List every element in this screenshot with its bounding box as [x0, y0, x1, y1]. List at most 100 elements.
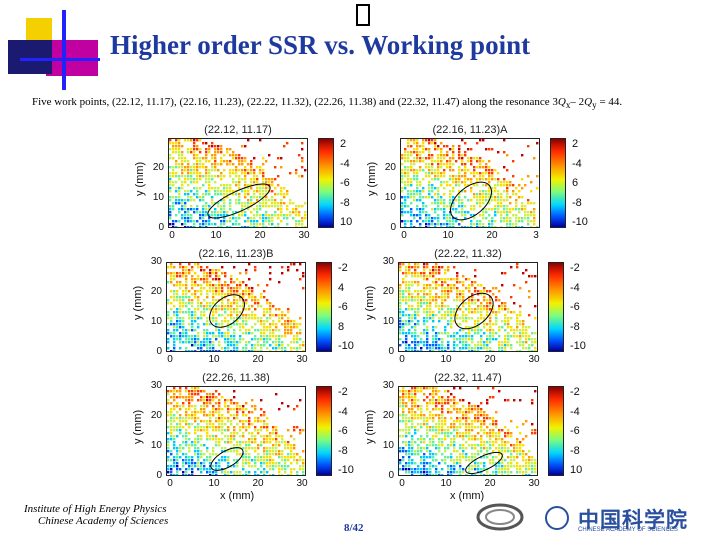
heatmap-cell	[452, 175, 455, 178]
heatmap-cell	[474, 344, 477, 347]
heatmap-cell	[410, 178, 413, 181]
heatmap-cell	[281, 341, 284, 344]
heatmap-cell	[443, 175, 446, 178]
heatmap-cell	[229, 220, 232, 223]
heatmap-cell	[402, 296, 405, 299]
heatmap-cell	[516, 317, 519, 320]
heatmap-cell	[522, 272, 525, 275]
heatmap-cell	[428, 181, 431, 184]
heatmap-cell	[172, 208, 175, 211]
heatmap-cell	[170, 474, 173, 475]
heatmap-cell	[215, 269, 218, 272]
heatmap-cell	[411, 447, 414, 450]
heatmap-cell	[414, 450, 417, 453]
heatmap-cell	[191, 456, 194, 459]
heatmap-cell	[441, 278, 444, 281]
heatmap-cell	[425, 226, 428, 227]
heatmap-cell	[468, 411, 471, 414]
heatmap-cell	[259, 172, 262, 175]
heatmap-cell	[175, 196, 178, 199]
heatmap-cell	[458, 211, 461, 214]
x-tick-label: 3	[533, 230, 539, 241]
heatmap-cell	[257, 350, 260, 351]
heatmap-cell	[509, 211, 512, 214]
heatmap-cell	[275, 462, 278, 465]
heatmap-cell	[275, 308, 278, 311]
heatmap-cell	[480, 338, 483, 341]
heatmap-cell	[515, 208, 518, 211]
heatmap-cell	[221, 293, 224, 296]
heatmap-cell	[447, 402, 450, 405]
heatmap-cell	[290, 329, 293, 332]
heatmap-cell	[465, 332, 468, 335]
heatmap-cell	[423, 438, 426, 441]
heatmap-cell	[399, 263, 402, 266]
heatmap-cell	[221, 290, 224, 293]
heatmap-cell	[176, 323, 179, 326]
heatmap-cell	[453, 287, 456, 290]
heatmap-cell	[274, 205, 277, 208]
heatmap-cell	[272, 468, 275, 471]
heatmap-cell	[200, 420, 203, 423]
heatmap-cell	[182, 420, 185, 423]
heatmap-cell	[212, 408, 215, 411]
heatmap-cell	[227, 405, 230, 408]
heatmap-cell	[203, 426, 206, 429]
heatmap-cell	[474, 456, 477, 459]
heatmap-cell	[506, 184, 509, 187]
heatmap-cell	[495, 317, 498, 320]
heatmap-cell	[239, 350, 242, 351]
heatmap-cell	[453, 402, 456, 405]
heatmap-cell	[419, 223, 422, 226]
heatmap-cell	[254, 426, 257, 429]
heatmap-cell	[197, 305, 200, 308]
heatmap-cell	[211, 211, 214, 214]
heatmap-cell	[272, 450, 275, 453]
heatmap-cell	[474, 405, 477, 408]
heatmap-cell	[489, 438, 492, 441]
heatmap-cell	[208, 148, 211, 151]
y-tick-label: 0	[158, 222, 164, 233]
heatmap-cell	[452, 223, 455, 226]
heatmap-cell	[194, 405, 197, 408]
heatmap-cell	[437, 172, 440, 175]
heatmap-cell	[488, 172, 491, 175]
heatmap-cell	[236, 423, 239, 426]
heatmap-cell	[408, 432, 411, 435]
heatmap-cell	[450, 468, 453, 471]
heatmap-cell	[224, 423, 227, 426]
heatmap-cell	[435, 347, 438, 350]
heatmap-cell	[260, 420, 263, 423]
heatmap-cell	[188, 450, 191, 453]
heatmap-cell	[444, 290, 447, 293]
heatmap-cell	[462, 468, 465, 471]
heatmap-cell	[509, 184, 512, 187]
heatmap-cell	[236, 417, 239, 420]
heatmap-cell	[431, 184, 434, 187]
heatmap-cell	[443, 208, 446, 211]
heatmap-cell	[191, 390, 194, 393]
heatmap-cell	[477, 465, 480, 468]
heatmap-cell	[196, 187, 199, 190]
heatmap-cell	[223, 202, 226, 205]
heatmap-cell	[501, 450, 504, 453]
heatmap-cell	[269, 453, 272, 456]
heatmap-cell	[230, 423, 233, 426]
heatmap-cell	[401, 190, 404, 193]
heatmap-cell	[236, 453, 239, 456]
heatmap-cell	[194, 387, 197, 390]
heatmap-cell	[399, 284, 402, 287]
heatmap-cell	[185, 287, 188, 290]
heatmap-cell	[217, 163, 220, 166]
heatmap-cell	[191, 281, 194, 284]
heatmap-cell	[410, 169, 413, 172]
y-axis-label: y (mm)	[132, 409, 144, 444]
heatmap-cell	[185, 272, 188, 275]
heatmap-cell	[224, 350, 227, 351]
heatmap-cell	[477, 323, 480, 326]
heatmap-cell	[455, 208, 458, 211]
heatmap-cell	[215, 441, 218, 444]
heatmap-cell	[495, 320, 498, 323]
heatmap-cell	[489, 447, 492, 450]
heatmap-cell	[446, 154, 449, 157]
